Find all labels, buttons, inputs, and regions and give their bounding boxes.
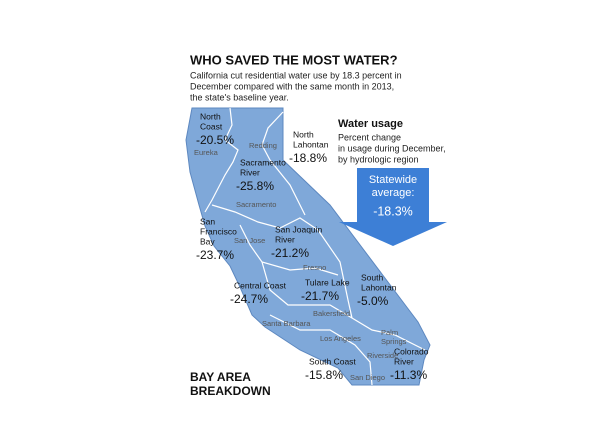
region-name: River	[240, 167, 260, 177]
region-name: San	[200, 216, 215, 226]
title: WHO SAVED THE MOST WATER?	[190, 52, 398, 67]
city-label: Eureka	[194, 148, 219, 157]
region-value: -21.7%	[301, 289, 339, 303]
statewide-value: -18.3%	[373, 204, 413, 218]
city-label: Bakersfield	[313, 309, 350, 318]
city-label: San Diego	[350, 373, 385, 382]
city-label: Redding	[249, 141, 277, 150]
region-name: South Coast	[309, 356, 356, 366]
region-name: Coast	[200, 121, 223, 131]
region-value: -11.3%	[390, 368, 427, 382]
city-label: San Jose	[234, 236, 265, 245]
city-label: Palm	[381, 328, 398, 337]
region-name: Lahontan	[293, 139, 329, 149]
region-borders	[204, 107, 426, 386]
region-value: -18.8%	[289, 151, 327, 165]
region-name: River	[275, 234, 295, 244]
region-name: Lahontan	[361, 282, 397, 292]
california-map	[185, 107, 431, 386]
region-value: -23.7%	[196, 248, 234, 262]
region-value: -25.8%	[236, 179, 274, 193]
legend-description: in usage during December,	[338, 143, 446, 153]
city-label: Santa Barbara	[262, 319, 311, 328]
city-label: Sacramento	[236, 200, 276, 209]
region-name: North	[200, 111, 221, 121]
subtitle: California cut residential water use by …	[190, 70, 402, 80]
subtitle: the state's baseline year.	[190, 92, 289, 102]
city-label: Springs	[381, 337, 407, 346]
region-name: San Joaquin	[275, 224, 323, 234]
statewide-label: Statewide	[369, 174, 417, 186]
region-value: -24.7%	[230, 292, 268, 306]
region-value: -15.8%	[305, 368, 343, 382]
region-name: Colorado	[394, 346, 429, 356]
region-name: Central Coast	[234, 280, 287, 290]
legend-description: Percent change	[338, 132, 401, 142]
region-value: -5.0%	[357, 294, 389, 308]
region-name: Francisco	[200, 226, 237, 236]
footer: BREAKDOWN	[190, 384, 271, 398]
footer: BAY AREA	[190, 370, 251, 384]
region-name: Sacramento	[240, 157, 286, 167]
subtitle: December compared with the same month in…	[190, 81, 394, 91]
statewide-label: average:	[372, 187, 415, 199]
region-name: North	[293, 129, 314, 139]
region-name: Bay	[200, 236, 215, 246]
statewide-arrow	[339, 168, 447, 246]
city-label: Los Angeles	[320, 334, 361, 343]
city-label: Fresno	[303, 263, 326, 272]
region-value: -20.5%	[196, 133, 234, 147]
region-name: Tulare Lake	[305, 277, 350, 287]
city-label: Riverside	[367, 351, 398, 360]
legend-title: Water usage	[338, 118, 403, 130]
region-value: -21.2%	[271, 246, 309, 260]
region-name: South	[361, 272, 383, 282]
region-name: River	[394, 356, 414, 366]
legend-description: by hydrologic region	[338, 154, 419, 164]
